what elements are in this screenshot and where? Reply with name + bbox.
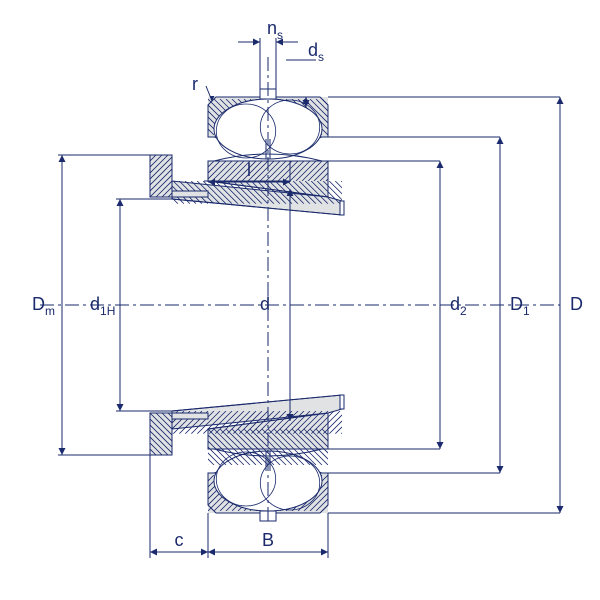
svg-text:d2: d2 <box>450 294 467 318</box>
svg-text:d: d <box>260 294 270 314</box>
svg-text:c: c <box>175 530 184 550</box>
bearing-cross-section-diagram: DD1d2dd1HDmnsdsrlcB <box>0 0 600 600</box>
svg-text:ns: ns <box>267 18 283 42</box>
svg-text:l: l <box>247 160 251 180</box>
svg-text:D: D <box>570 294 583 314</box>
svg-text:d1H: d1H <box>90 294 115 318</box>
svg-text:Dm: Dm <box>32 294 55 318</box>
svg-text:D1: D1 <box>510 294 530 318</box>
svg-text:r: r <box>192 74 198 94</box>
svg-text:B: B <box>262 530 274 550</box>
